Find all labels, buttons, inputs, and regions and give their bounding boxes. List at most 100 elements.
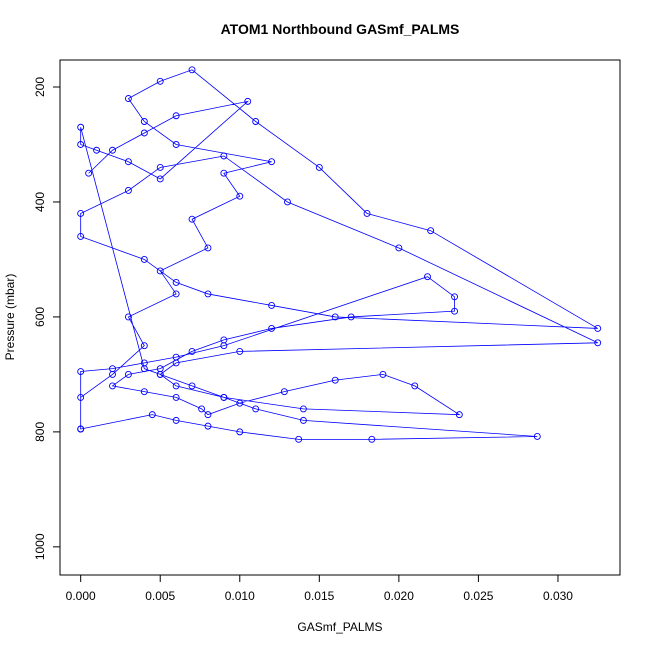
data-point — [124, 95, 132, 102]
data-point — [140, 255, 148, 263]
data-point — [252, 405, 260, 413]
data-point — [188, 347, 196, 355]
data-point — [77, 210, 85, 217]
data-point — [379, 370, 387, 378]
data-point — [172, 382, 180, 390]
y-tick-label: 800 — [33, 422, 47, 442]
data-point — [140, 342, 148, 350]
data-point — [594, 339, 602, 347]
data-point — [77, 141, 85, 148]
data-point — [427, 227, 435, 235]
data-point — [220, 393, 228, 401]
data-point — [533, 433, 541, 440]
data-point — [172, 353, 180, 361]
data-point — [188, 382, 196, 390]
data-point — [220, 336, 228, 344]
y-tick-label: 1000 — [33, 533, 47, 560]
data-point — [236, 347, 244, 355]
data-point — [109, 365, 116, 373]
data-point — [188, 215, 196, 223]
x-tick-label: 0.000 — [66, 589, 96, 603]
data-point — [140, 365, 148, 373]
data-point — [268, 301, 276, 309]
data-point — [220, 152, 228, 160]
data-point — [109, 382, 116, 390]
data-point — [236, 192, 244, 200]
data-point — [244, 97, 252, 105]
data-point — [411, 382, 419, 390]
data-point — [204, 290, 212, 298]
data-point — [284, 198, 291, 206]
y-axis-label: Pressure (mbar) — [3, 274, 17, 361]
data-point — [156, 164, 164, 171]
data-point — [93, 146, 101, 154]
data-point — [331, 376, 339, 384]
data-point — [172, 278, 180, 286]
data-point — [455, 411, 463, 419]
data-point — [172, 112, 180, 120]
data-point — [347, 313, 355, 321]
data-point — [299, 405, 307, 413]
data-point — [109, 146, 116, 154]
data-point — [280, 388, 288, 396]
data-point — [156, 175, 164, 183]
y-tick-label: 200 — [33, 77, 47, 97]
data-point — [315, 164, 323, 171]
data-point — [156, 370, 164, 378]
chart-title: ATOM1 Northbound GASmf_PALMS — [221, 21, 460, 37]
data-point — [295, 435, 303, 443]
data-point — [77, 393, 85, 401]
x-tick-label: 0.020 — [384, 589, 414, 603]
data-point — [220, 169, 228, 177]
data-point — [148, 411, 156, 419]
data-point — [188, 66, 196, 74]
x-tick-label: 0.010 — [225, 589, 255, 603]
y-tick-label: 400 — [33, 192, 47, 212]
data-point — [124, 187, 132, 194]
data-point — [140, 118, 148, 125]
data-point — [204, 422, 212, 430]
data-point — [268, 158, 276, 166]
data-point — [124, 370, 132, 378]
data-point — [140, 388, 148, 396]
data-point — [77, 123, 85, 131]
x-axis-label: GASmf_PALMS — [297, 620, 382, 634]
data-point — [451, 293, 458, 301]
data-point — [172, 416, 180, 424]
x-tick-label: 0.030 — [543, 589, 573, 603]
data-point — [594, 324, 602, 332]
data-point — [172, 290, 180, 298]
data-line — [80, 69, 598, 440]
data-point — [451, 307, 458, 315]
data-point — [77, 233, 85, 240]
data-point — [252, 118, 260, 125]
x-tick-label: 0.025 — [463, 589, 493, 603]
data-point — [236, 428, 244, 436]
data-point — [124, 313, 132, 321]
data-point — [172, 393, 180, 401]
data-point — [124, 158, 132, 166]
data-point — [368, 435, 376, 443]
x-tick-label: 0.005 — [145, 589, 175, 603]
data-point — [156, 77, 164, 85]
data-point — [140, 129, 148, 137]
data-point — [172, 141, 180, 148]
data-point — [268, 324, 276, 332]
data-point — [85, 169, 93, 177]
data-point — [156, 267, 164, 275]
plot-frame — [59, 59, 621, 576]
data-point — [204, 244, 212, 252]
data-point — [299, 416, 307, 424]
x-tick-label: 0.015 — [304, 589, 334, 603]
data-point — [236, 399, 244, 407]
data-point — [395, 244, 403, 252]
data-point — [77, 425, 85, 433]
data-point — [363, 210, 371, 217]
y-tick-label: 600 — [33, 307, 47, 327]
data-point — [77, 368, 85, 375]
data-point — [198, 405, 206, 413]
data-point — [204, 411, 212, 419]
